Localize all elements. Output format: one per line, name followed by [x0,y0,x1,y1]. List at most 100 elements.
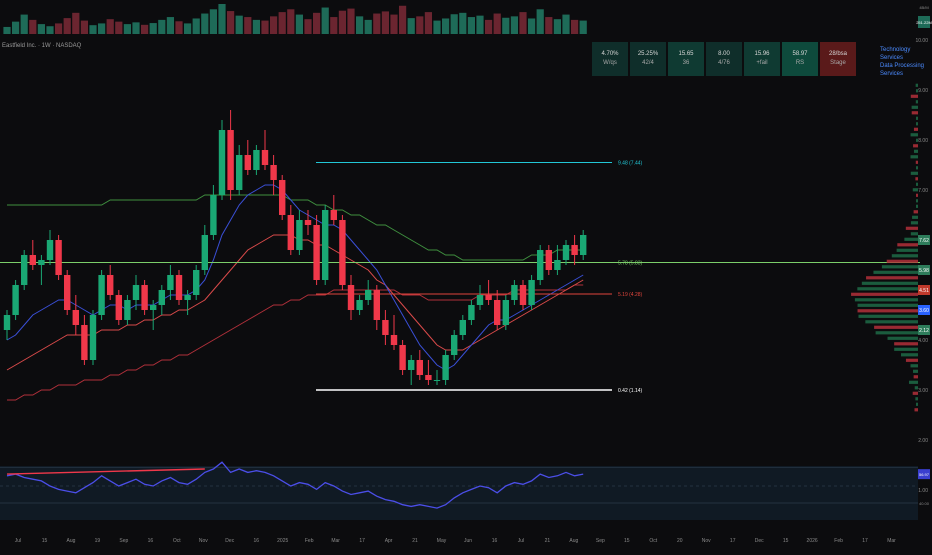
volume-profile-bar [859,315,918,318]
x-tick-label: May [437,538,447,544]
volume-profile-bar [894,342,918,345]
volume-profile-bar [916,89,918,92]
volume-profile-bar [916,166,918,169]
volume-bar [408,18,415,34]
candle-body [107,275,113,295]
candle-body [417,360,423,375]
volume-profile-bar [914,210,918,213]
volume-profile-bar [909,381,918,384]
volume-profile-bar [915,177,918,180]
candle-body [477,295,483,305]
volume-bar [107,19,114,34]
candle-body [460,320,466,335]
candle-body [442,355,448,380]
x-tick-label: 15 [42,538,48,544]
candle-body [236,155,242,190]
volume-bar [46,26,53,34]
candle-body [434,380,440,381]
candle-body [81,325,87,360]
x-tick-label: 2026 [807,538,818,544]
volume-profile-bar [916,403,918,406]
candle-body [322,210,328,280]
candle-body [21,255,27,285]
volume-profile-bar [916,199,918,202]
volume-profile-bar [906,227,918,230]
volume-bar [115,22,122,34]
volume-profile-bar [916,205,918,208]
volume-bar [55,23,62,34]
volume-profile-bar [916,84,918,87]
x-tick-label: 17 [862,538,868,544]
volume-profile-bar [901,353,918,356]
volume-bar [485,20,492,34]
volume-profile-bar [914,375,918,378]
candle-body [339,220,345,285]
volume-profile-bar [888,337,918,340]
volume-bar [476,16,483,34]
price-tick-label: 4.00 [918,338,928,344]
candle-body [425,375,431,380]
price-badge-label: 4.51 [919,288,929,294]
candle-body [90,315,96,360]
volume-profile-bar [865,320,918,323]
volume-bar [330,17,337,34]
volume-bar [399,6,406,34]
volume-bar [442,18,449,34]
candle-body [554,260,560,270]
candle-body [12,285,18,315]
candle-body [494,300,500,325]
volume-profile-bar [911,95,918,98]
candle-body [313,225,319,280]
candle-body [279,180,285,215]
candle-body [451,335,457,355]
volume-bar [459,13,466,34]
stat-box-4: 15.96 +fail [744,42,780,76]
volume-bar [562,15,569,34]
volume-profile-bar [914,150,918,153]
stat-value: 15.96 [744,50,780,59]
x-tick-label: Jun [464,538,472,544]
volume-bar [287,9,294,34]
volume-bar [253,20,260,34]
volume-profile-bar [912,216,918,219]
x-tick-label: 21 [412,538,418,544]
stat-label: W/qs [592,59,628,68]
volume-bar [313,13,320,34]
volume-profile-bar [915,408,918,411]
x-tick-label: 17 [359,538,365,544]
volume-profile-bar [855,298,918,301]
volume-bar [236,16,243,34]
x-tick-label: 19 [95,538,101,544]
volume-bar [29,20,36,34]
rsi-bottom-label: 40.00 [919,501,930,506]
candle-body [520,285,526,305]
candle-body [219,130,225,195]
volume-profile-bar [887,260,918,263]
volume-profile-bar [897,249,918,252]
volume-profile-bar [858,309,918,312]
volume-bar [382,11,389,34]
volume-profile-bar [916,117,918,120]
candle-body [30,255,36,265]
volume-bar [451,14,458,34]
volume-profile-bar [915,386,918,389]
x-tick-label: Jul [15,538,21,544]
volume-profile-bar [897,243,918,246]
x-tick-label: 15 [783,538,789,544]
candle-body [528,280,534,305]
x-tick-label: Oct [649,538,657,544]
level-label-0: 9.48 (7.44) [618,161,643,167]
volume-value-label: 251.22M [916,20,932,25]
stat-value: 15.65 [668,50,704,59]
volume-bar [184,23,191,34]
volume-profile-bar [857,287,918,290]
candle-body [305,220,311,225]
volume-bar [98,23,105,34]
volume-profile-bar [914,128,918,131]
volume-profile-bar [892,254,918,257]
volume-bar [261,21,268,34]
price-badge-label: 5.98 [919,268,929,274]
volume-bar [244,17,251,34]
stat-box-3: 8.00 4/76 [706,42,742,76]
